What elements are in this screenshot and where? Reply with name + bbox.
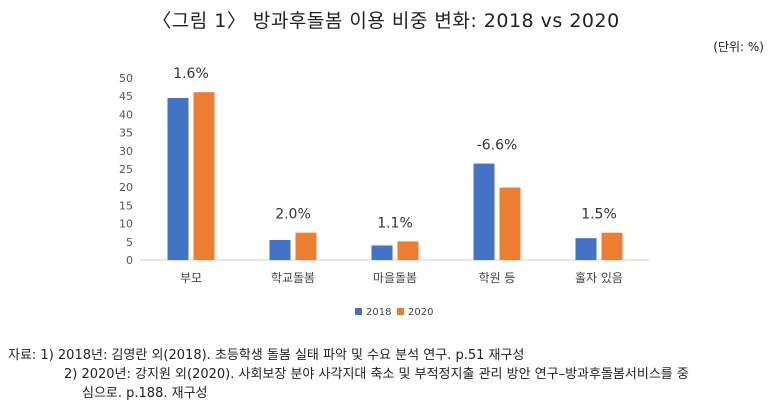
change-annotation: -6.6% [477, 138, 518, 154]
bar-2020 [499, 187, 521, 260]
bar-2020 [193, 92, 215, 260]
bar-2018 [371, 245, 393, 260]
y-tick-label: 40 [119, 108, 133, 121]
x-tick-label: 마을돌봄 [373, 271, 417, 285]
bar-2018 [473, 163, 495, 260]
x-tick-label: 학교돌봄 [271, 271, 315, 285]
y-tick-label: 15 [119, 199, 133, 212]
bar-2020 [295, 232, 317, 260]
bar-2020 [397, 241, 419, 260]
x-tick-label: 학원 등 [479, 271, 516, 285]
y-tick-label: 20 [119, 181, 133, 194]
bar-2018 [167, 98, 189, 261]
y-tick-label: 10 [119, 218, 133, 231]
bar-2018 [269, 239, 291, 260]
y-tick-label: 30 [119, 145, 133, 158]
change-annotation: 2.0% [275, 207, 311, 223]
source-note-3: 심으로. p.188. 재구성 [82, 386, 208, 401]
source-notes: 자료: 1) 2018년: 김영란 외(2018). 초등학생 돌봄 실태 파악… [8, 346, 768, 403]
source-note-2: 2) 2020년: 강지원 외(2020). 사회보장 분야 사각지대 축소 및… [64, 367, 689, 382]
change-annotation: 1.6% [173, 66, 209, 82]
legend-swatch-2018 [355, 308, 362, 315]
chart-title: 〈그림 1〉 방과후돌봄 이용 비중 변화: 2018 vs 2020 [152, 10, 620, 32]
bar-2018 [575, 238, 597, 260]
y-tick-label: 45 [119, 90, 133, 103]
legend-label-2020: 2020 [408, 307, 433, 318]
bar-chart: 0 5 10 15 20 25 30 35 40 45 50 부모 1.6% 학교돌봄 2.0% 마을돌봄 1.… [119, 66, 650, 318]
y-tick-label: 25 [119, 163, 133, 176]
unit-label: (단위: %) [713, 40, 764, 54]
y-tick-label: 0 [126, 254, 133, 267]
y-tick-label: 5 [126, 236, 133, 249]
change-annotation: 1.1% [377, 215, 413, 231]
legend-label-2018: 2018 [366, 307, 391, 318]
bar-2020 [601, 232, 623, 260]
y-tick-label: 50 [119, 72, 133, 85]
change-annotation: 1.5% [581, 207, 617, 223]
y-tick-label: 35 [119, 127, 133, 140]
legend-swatch-2020 [397, 308, 404, 315]
x-tick-label: 부모 [180, 271, 202, 285]
source-note-1: 자료: 1) 2018년: 김영란 외(2018). 초등학생 돌봄 실태 파악… [8, 348, 525, 363]
x-tick-label: 홀자 있음 [575, 271, 623, 285]
